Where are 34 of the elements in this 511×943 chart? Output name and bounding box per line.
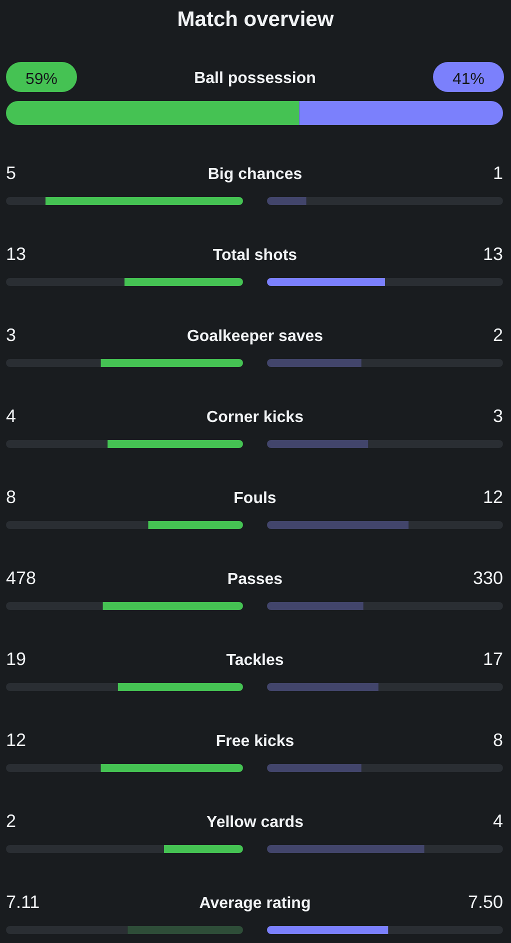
data-label: 8 <box>6 487 16 507</box>
data-label: 13 <box>6 244 26 264</box>
data-label: 478 <box>6 568 36 588</box>
data-label: 19 <box>6 649 26 669</box>
data-label: 330 <box>472 568 503 588</box>
data-label: 41% <box>452 71 485 88</box>
data-label: 8 <box>492 730 503 750</box>
category-label: Total shots <box>212 247 298 264</box>
data-label: 7.11 <box>6 892 40 912</box>
text: Match overview <box>177 8 334 31</box>
category-label: Passes <box>227 571 283 588</box>
data-label: 4 <box>6 406 16 426</box>
category-label: Ball possession <box>194 70 316 87</box>
data-label: 12 <box>6 730 26 750</box>
data-label: 5 <box>6 163 16 183</box>
data-label: 7.50 <box>468 892 503 912</box>
category-label: Free kicks <box>216 733 294 750</box>
data-label: 3 <box>6 325 16 345</box>
data-label: 4 <box>492 811 503 831</box>
category-label: Fouls <box>234 490 276 507</box>
category-label: Tackles <box>226 652 284 669</box>
data-label: 2 <box>6 811 16 831</box>
data-label: 1 <box>492 163 503 183</box>
category-label: Yellow cards <box>206 814 304 831</box>
category-label: Average rating <box>199 895 311 912</box>
data-label: 59% <box>25 71 58 88</box>
data-label: 2 <box>492 325 503 345</box>
category-label: Big chances <box>208 166 302 183</box>
data-label: 13 <box>482 244 503 264</box>
data-label: 17 <box>482 649 503 669</box>
data-label: 12 <box>482 487 503 507</box>
category-label: Goalkeeper saves <box>186 328 324 345</box>
data-label: 3 <box>492 406 503 426</box>
category-label: Corner kicks <box>206 409 304 426</box>
